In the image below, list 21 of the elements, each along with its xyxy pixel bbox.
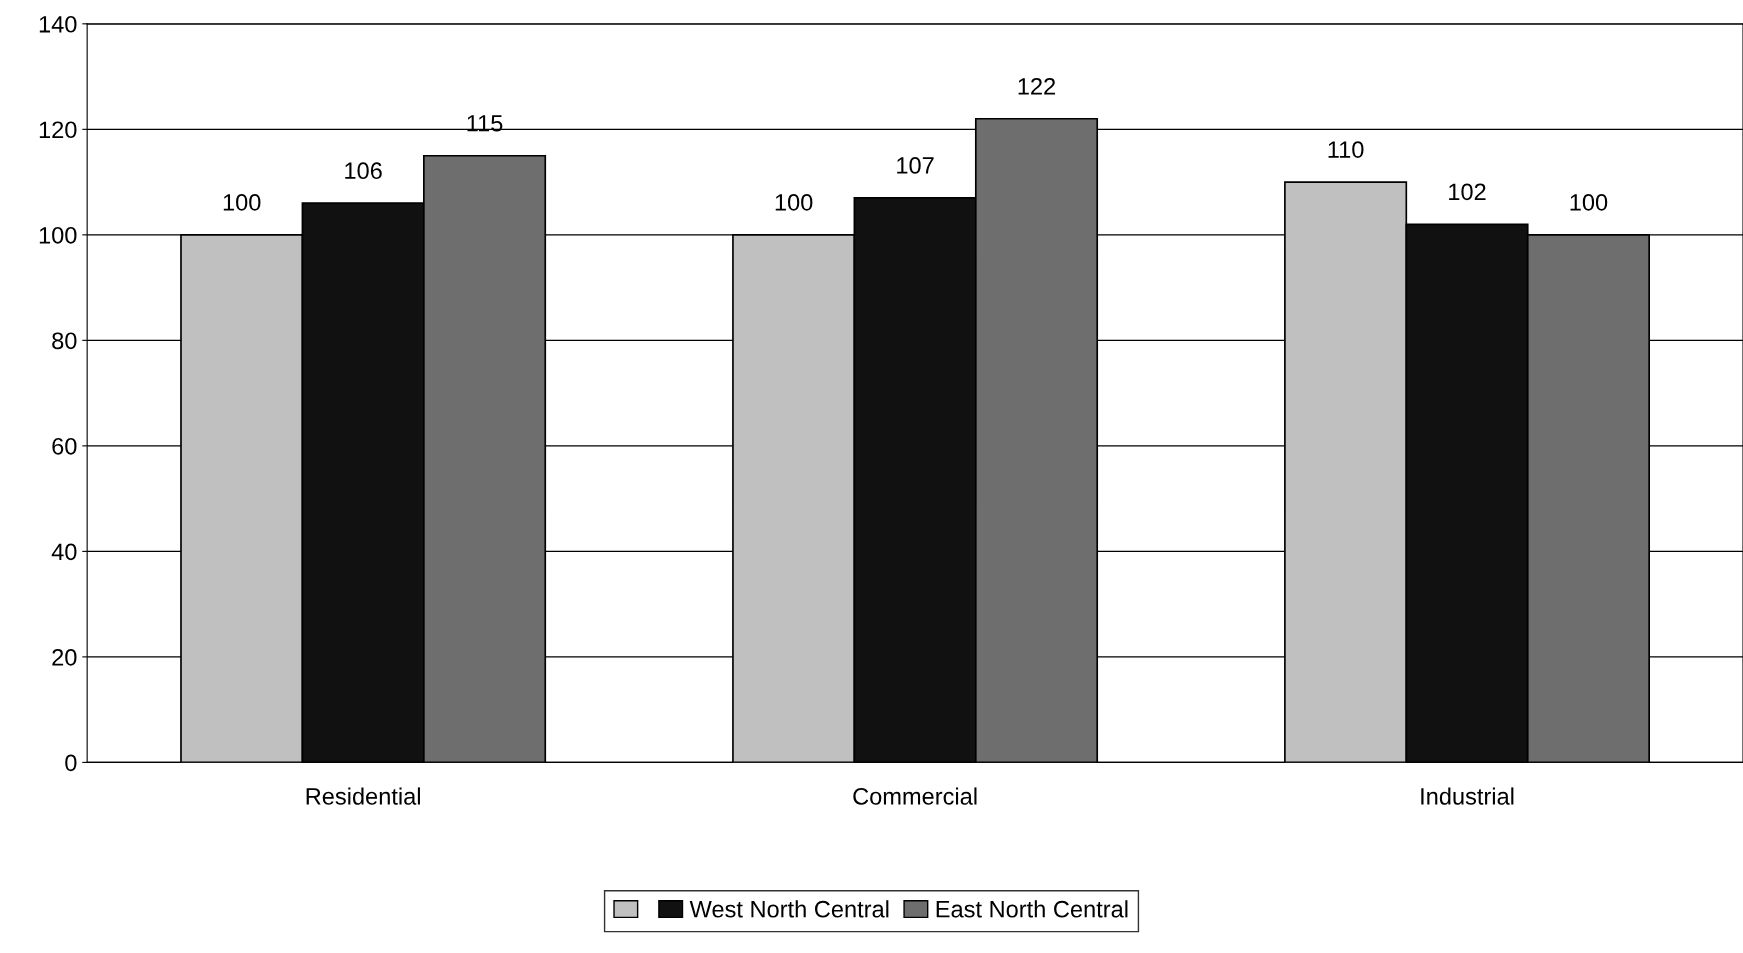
y-tick-label: 80 (52, 332, 77, 350)
y-tick-label: 40 (51, 543, 77, 561)
data-label: 122 (1018, 77, 1056, 95)
y-tick-label: 60 (52, 437, 77, 455)
x-tick-label: Residential (306, 787, 420, 805)
y-tick-label: 120 (39, 121, 77, 139)
legend-label: West North Central (689, 900, 889, 918)
data-label: 107 (897, 157, 934, 174)
data-label: 100 (1570, 194, 1608, 211)
data-label: 102 (1449, 183, 1486, 201)
y-tick-label: 140 (39, 15, 77, 33)
legend-label: East North Central (936, 900, 1128, 918)
data-label: 100 (775, 194, 813, 211)
y-tick-label: 100 (39, 226, 77, 244)
y-tick-label: 20 (52, 648, 77, 666)
x-tick-label: Commercial (853, 787, 977, 805)
y-tick-label: 0 (65, 754, 77, 772)
data-label: 110 (1328, 141, 1364, 158)
data-label: 100 (223, 194, 261, 211)
x-tick-label: Industrial (1421, 787, 1514, 805)
data-label: 106 (345, 162, 382, 180)
